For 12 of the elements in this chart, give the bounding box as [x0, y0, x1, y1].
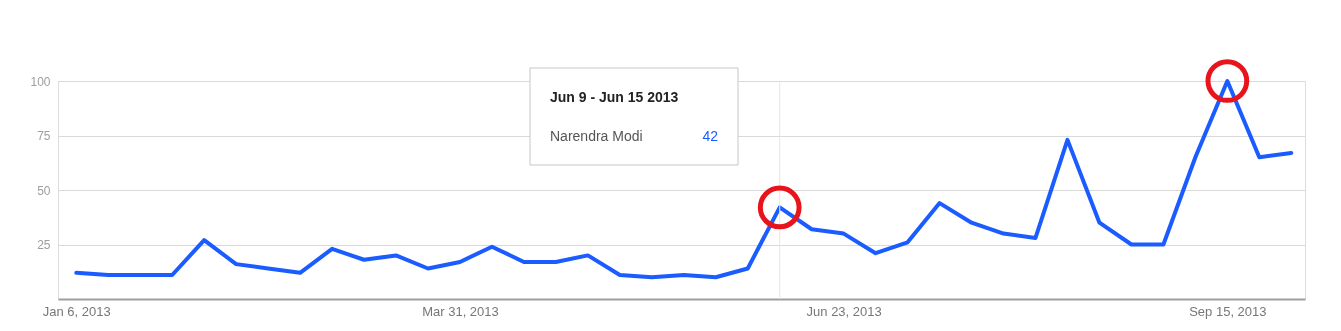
x-tick-label: Sep 15, 2013 — [1189, 303, 1267, 319]
x-tick-label: Mar 31, 2013 — [422, 303, 499, 319]
y-tick-label: 100 — [30, 74, 51, 89]
line-series — [74, 79, 1294, 280]
text: Narendra Modi — [550, 128, 643, 144]
x-tick-label: Jun 23, 2013 — [806, 303, 882, 319]
annotation: Jun 9 - Jun 15 2013 — [550, 89, 679, 105]
y-tick-label: 25 — [37, 238, 51, 252]
y-tick-label: 75 — [37, 129, 51, 143]
y-tick-label: 50 — [37, 183, 51, 198]
annotation: 42 — [702, 128, 719, 144]
x-tick-label: Jan 6, 2013 — [42, 303, 111, 319]
